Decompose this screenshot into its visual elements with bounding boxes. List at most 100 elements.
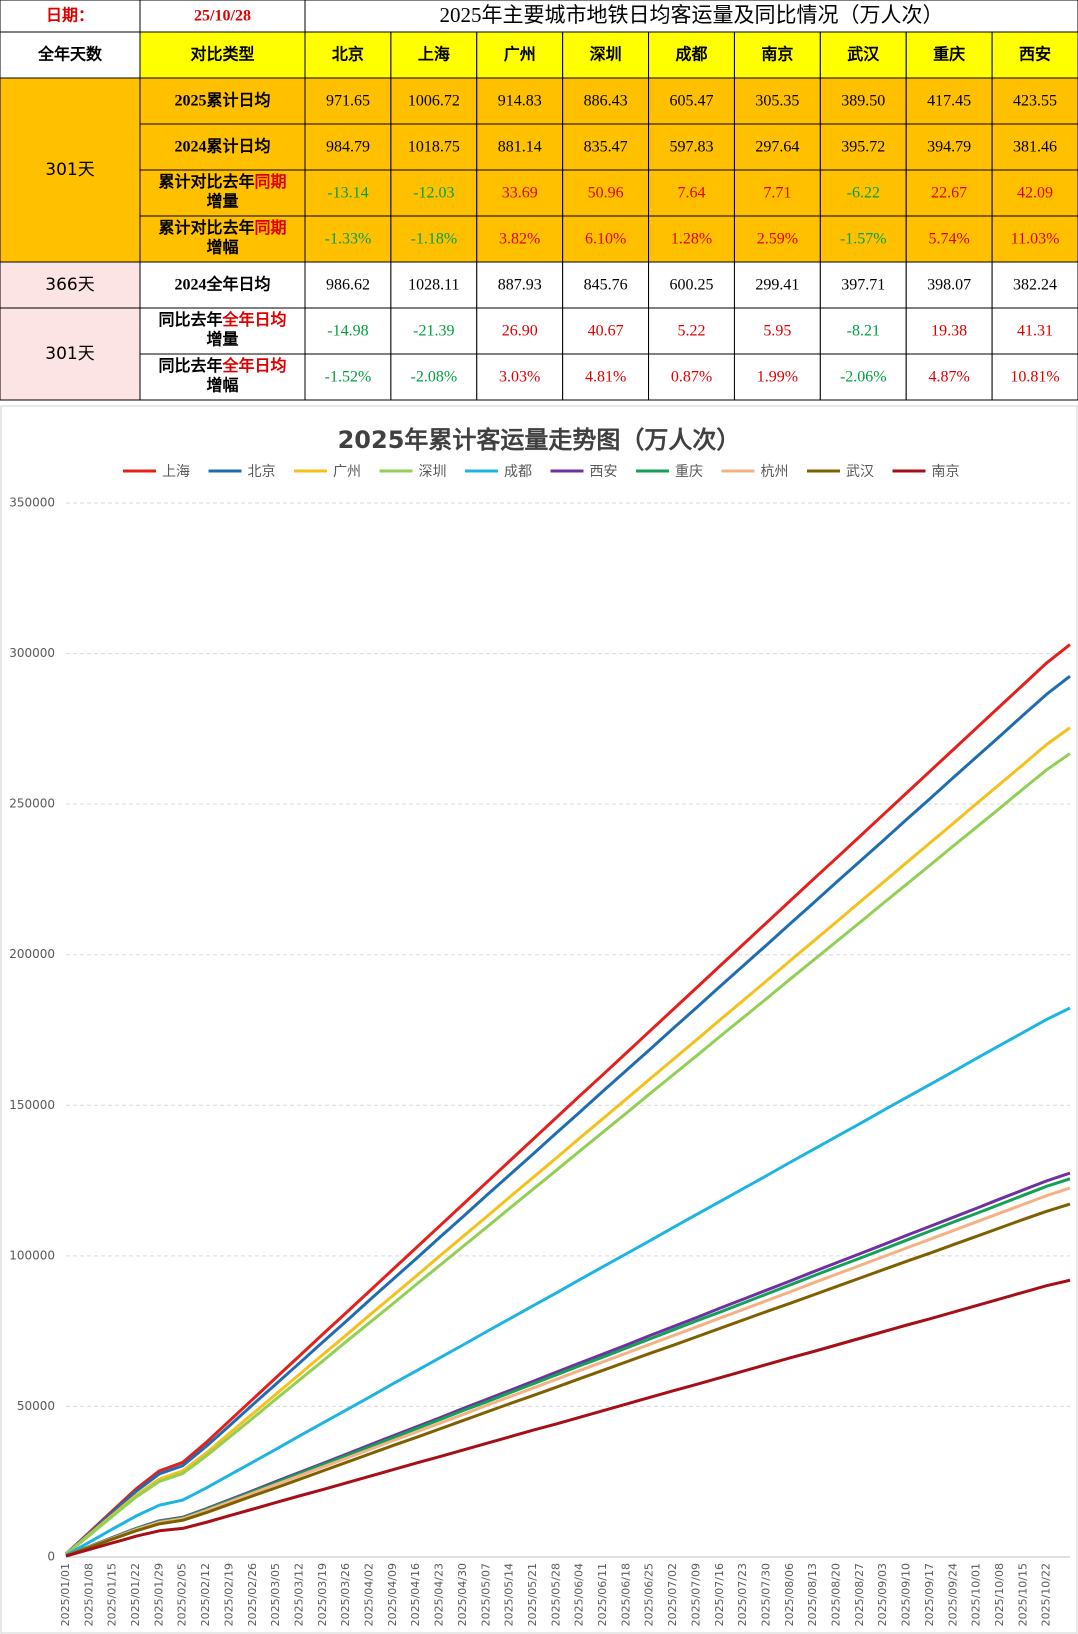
table-value: -2.06%: [840, 369, 887, 386]
x-tick-label: 2025/07/09: [689, 1563, 702, 1626]
y-tick-label: 150000: [9, 1098, 55, 1112]
y-tick-label: 50000: [17, 1399, 55, 1413]
x-tick-label: 2025/02/12: [199, 1563, 212, 1626]
table-value: 395.72: [841, 139, 885, 156]
header-cell: 南京: [761, 45, 793, 64]
row-label-highlight: 同期: [255, 172, 287, 191]
table-value: -1.57%: [840, 231, 887, 248]
table-value: 394.79: [927, 139, 971, 156]
table-cell: [648, 77, 735, 125]
table-cell: [733, 261, 821, 309]
table-cell: [476, 261, 564, 309]
table-cell: [390, 123, 478, 171]
row-label: 增量: [206, 192, 238, 211]
legend-label: 西安: [590, 464, 618, 480]
row-label-highlight: 全年日均: [222, 310, 287, 329]
row-label: 增量: [206, 330, 238, 349]
table-value: 984.79: [326, 139, 370, 156]
y-tick-label: 250000: [9, 797, 55, 811]
table-cell: [991, 169, 1078, 217]
table-value: 382.24: [1013, 277, 1057, 294]
row-label-highlight: 全年日均: [222, 356, 287, 375]
table-value: 1028.11: [408, 277, 459, 294]
table-value: 2.59%: [757, 231, 798, 248]
table-value: -21.39: [413, 323, 454, 340]
series-line: [65, 1278, 1071, 1558]
x-tick-label: 2025/03/12: [292, 1563, 305, 1626]
header-cell: 全年天数: [37, 45, 103, 64]
y-tick-label: 350000: [9, 496, 55, 510]
table-value: 3.82%: [499, 231, 540, 248]
x-tick-label: 2025/08/20: [830, 1563, 843, 1626]
series-line: [65, 752, 1071, 1556]
table-value: 1018.75: [408, 139, 460, 156]
series-line: [65, 1186, 1071, 1558]
table-cell: [991, 307, 1078, 355]
x-tick-label: 2025/06/25: [643, 1563, 656, 1626]
x-tick-label: 2025/01/01: [59, 1563, 72, 1626]
x-tick-label: 2025/09/24: [946, 1563, 959, 1626]
row-label: 增幅: [206, 238, 238, 257]
table-cell: [562, 123, 650, 171]
x-tick-label: 2025/08/27: [853, 1563, 866, 1626]
table-value: 397.71: [841, 277, 885, 294]
legend-label: 上海: [162, 464, 190, 480]
legend-label: 重庆: [675, 464, 703, 480]
x-tick-label: 2025/10/15: [1016, 1563, 1029, 1626]
table-value: -8.21: [847, 323, 880, 340]
row-label-highlight: 同期: [255, 218, 287, 237]
table-cell: [819, 215, 907, 263]
table-value: 398.07: [927, 277, 971, 294]
table-cell: [733, 353, 821, 401]
table-value: 1006.72: [408, 93, 460, 110]
header-cell: 深圳: [590, 45, 622, 64]
table-value: 297.64: [755, 139, 799, 156]
table-value: 1.99%: [757, 369, 798, 386]
table-value: 835.47: [584, 139, 628, 156]
table-value: 887.93: [498, 277, 542, 294]
x-tick-label: 2025/09/03: [876, 1563, 889, 1626]
row-label: 累计对比去年同期: [158, 172, 286, 191]
table-cell: [905, 31, 993, 79]
header-cell: 北京: [332, 45, 364, 64]
table-cell: [905, 307, 993, 355]
row-label-part: 累计对比去年: [158, 218, 254, 237]
table-value: 5.95: [763, 323, 791, 340]
x-tick-label: 2025/09/10: [900, 1563, 913, 1626]
table-value: 986.62: [326, 277, 370, 294]
legend-label: 深圳: [419, 464, 447, 480]
x-tick-label: 2025/01/22: [129, 1563, 142, 1626]
table-cell: [0, 77, 141, 263]
legend-label: 南京: [932, 464, 960, 480]
table-cell: [139, 307, 306, 355]
table-cell: [819, 77, 907, 125]
table-value: 597.83: [670, 139, 714, 156]
table-cell: [819, 31, 907, 79]
x-tick-label: 2025/04/30: [456, 1563, 469, 1626]
legend-label: 北京: [248, 464, 276, 480]
table-value: 3.03%: [499, 369, 540, 386]
x-tick-label: 2025/06/04: [573, 1563, 586, 1626]
row-label-part: 同比去年: [158, 310, 222, 329]
x-tick-label: 2025/05/07: [479, 1563, 492, 1626]
table-value: 42.09: [1017, 185, 1053, 202]
table-cell: [648, 353, 735, 401]
table-value: -1.18%: [411, 231, 458, 248]
legend-label: 成都: [504, 464, 532, 480]
table-cell: [648, 261, 735, 309]
table-cell: [304, 77, 392, 125]
table-cell: [991, 31, 1078, 79]
table-cell: [562, 31, 650, 79]
table-value: 5.74%: [929, 231, 970, 248]
table-value: 305.35: [755, 93, 799, 110]
row-label: 2025累计日均: [174, 91, 270, 110]
row-label: 2024全年日均: [174, 275, 270, 294]
x-tick-label: 2025/02/26: [246, 1563, 259, 1626]
table-cell: [304, 31, 392, 79]
table-value: 914.83: [498, 93, 542, 110]
chart-frame: [0, 405, 1078, 1634]
x-tick-label: 2025/04/09: [386, 1563, 399, 1626]
row-label: 累计对比去年同期: [158, 218, 286, 237]
table-value: 26.90: [502, 323, 538, 340]
x-tick-label: 2025/10/01: [970, 1563, 983, 1626]
